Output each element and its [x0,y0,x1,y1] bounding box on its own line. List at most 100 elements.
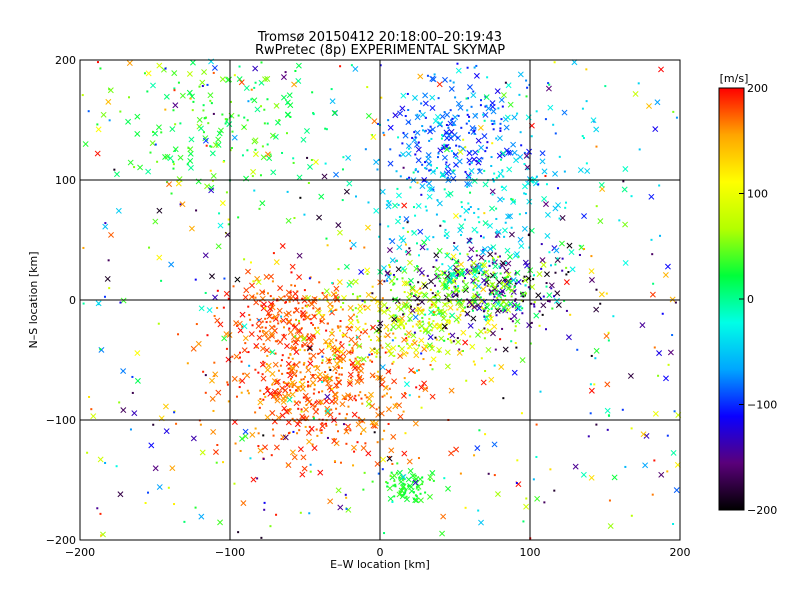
data-point-dot [128,96,131,99]
data-point-cross [412,314,419,321]
data-point-dot [383,280,386,283]
data-point-cross [503,124,510,131]
data-point-cross [301,465,308,472]
data-point-dot [386,279,389,282]
data-point-cross [430,356,437,363]
data-point-dot [442,134,445,137]
data-point-cross [405,143,412,149]
data-point-dot [183,520,186,523]
data-point-dot [212,71,215,74]
data-point-cross [434,113,441,120]
data-point-cross [242,428,249,435]
data-point-dot [524,193,527,196]
data-point-cross [404,496,410,503]
data-point-dot [442,220,445,223]
data-point-dot [144,502,147,505]
data-point-cross [449,312,456,319]
data-point-dot [510,197,513,200]
y-tick-label: −100 [46,414,76,427]
data-point-dot [233,482,236,485]
data-point-cross [379,188,386,195]
data-point-dot [430,137,433,140]
data-point-cross [360,445,367,452]
data-point-cross [553,247,560,254]
data-point-cross [327,498,334,505]
data-point-dot [302,378,305,381]
data-point-cross [120,368,127,375]
data-point-dot [490,299,493,302]
data-point-cross [646,103,652,109]
data-point-dot [515,346,518,349]
data-point-dot [298,322,301,325]
data-point-dot [287,356,290,359]
data-point-dot [244,342,247,345]
data-point-dot [472,360,475,363]
data-point-dot [341,199,344,202]
data-point-cross [409,307,416,314]
data-point-dot [521,307,524,310]
data-point-cross [287,381,294,388]
data-point-cross [449,169,456,176]
data-point-dot [651,253,654,256]
data-point-dot [473,454,476,457]
data-point-dot [289,352,292,355]
data-point-dot [497,107,500,110]
data-point-dot [371,285,374,288]
data-point-dot [369,359,372,362]
data-point-cross [470,277,477,284]
data-point-dot [357,321,360,324]
data-point-cross [293,349,300,355]
data-point-dot [292,311,295,314]
data-point-dot [545,282,548,285]
data-point-dot [479,235,482,238]
data-point-cross [652,126,659,133]
data-point-dot [301,344,304,347]
data-point-dot [423,130,426,133]
data-point-dot [452,169,455,172]
data-point-dot [263,501,266,504]
data-point-cross [481,246,488,253]
data-point-cross [373,207,380,214]
data-point-cross [243,85,250,92]
data-point-dot [417,484,420,487]
data-point-cross [474,445,481,452]
data-point-dot [444,302,447,305]
data-point-dot [382,131,385,134]
data-point-dot [444,327,447,330]
data-point-cross [370,324,376,331]
data-point-cross [273,102,280,109]
data-point-dot [152,130,155,133]
data-point-cross [395,323,402,330]
data-point-dot [392,314,395,317]
data-point-dot [262,434,265,437]
data-point-dot [259,397,262,400]
data-point-dot [460,201,463,204]
data-point-cross [384,342,391,349]
data-point-dot [421,125,424,128]
data-point-cross [428,309,435,316]
data-point-dot [493,295,496,298]
data-point-dot [630,514,633,517]
data-point-dot [206,83,209,86]
data-point-dot [389,289,392,292]
data-point-dot [595,423,598,426]
data-point-cross [442,76,448,83]
data-point-cross [496,152,503,159]
data-point-dot [486,141,489,144]
data-point-cross [476,263,483,270]
data-point-dot [295,389,298,392]
colorbar-tick-label: 0 [747,293,754,306]
data-point-cross [435,273,442,280]
data-point-dot [466,268,469,271]
data-point-dot [318,281,321,284]
data-point-cross [156,254,163,261]
data-point-cross [387,124,394,131]
data-point-dot [450,291,453,294]
data-point-dot [549,468,552,471]
data-point-dot [526,168,529,171]
data-point-dot [408,121,411,124]
data-point-cross [346,380,353,387]
data-point-dot [477,150,480,153]
data-point-dot [426,274,429,277]
data-point-dot [653,459,656,462]
